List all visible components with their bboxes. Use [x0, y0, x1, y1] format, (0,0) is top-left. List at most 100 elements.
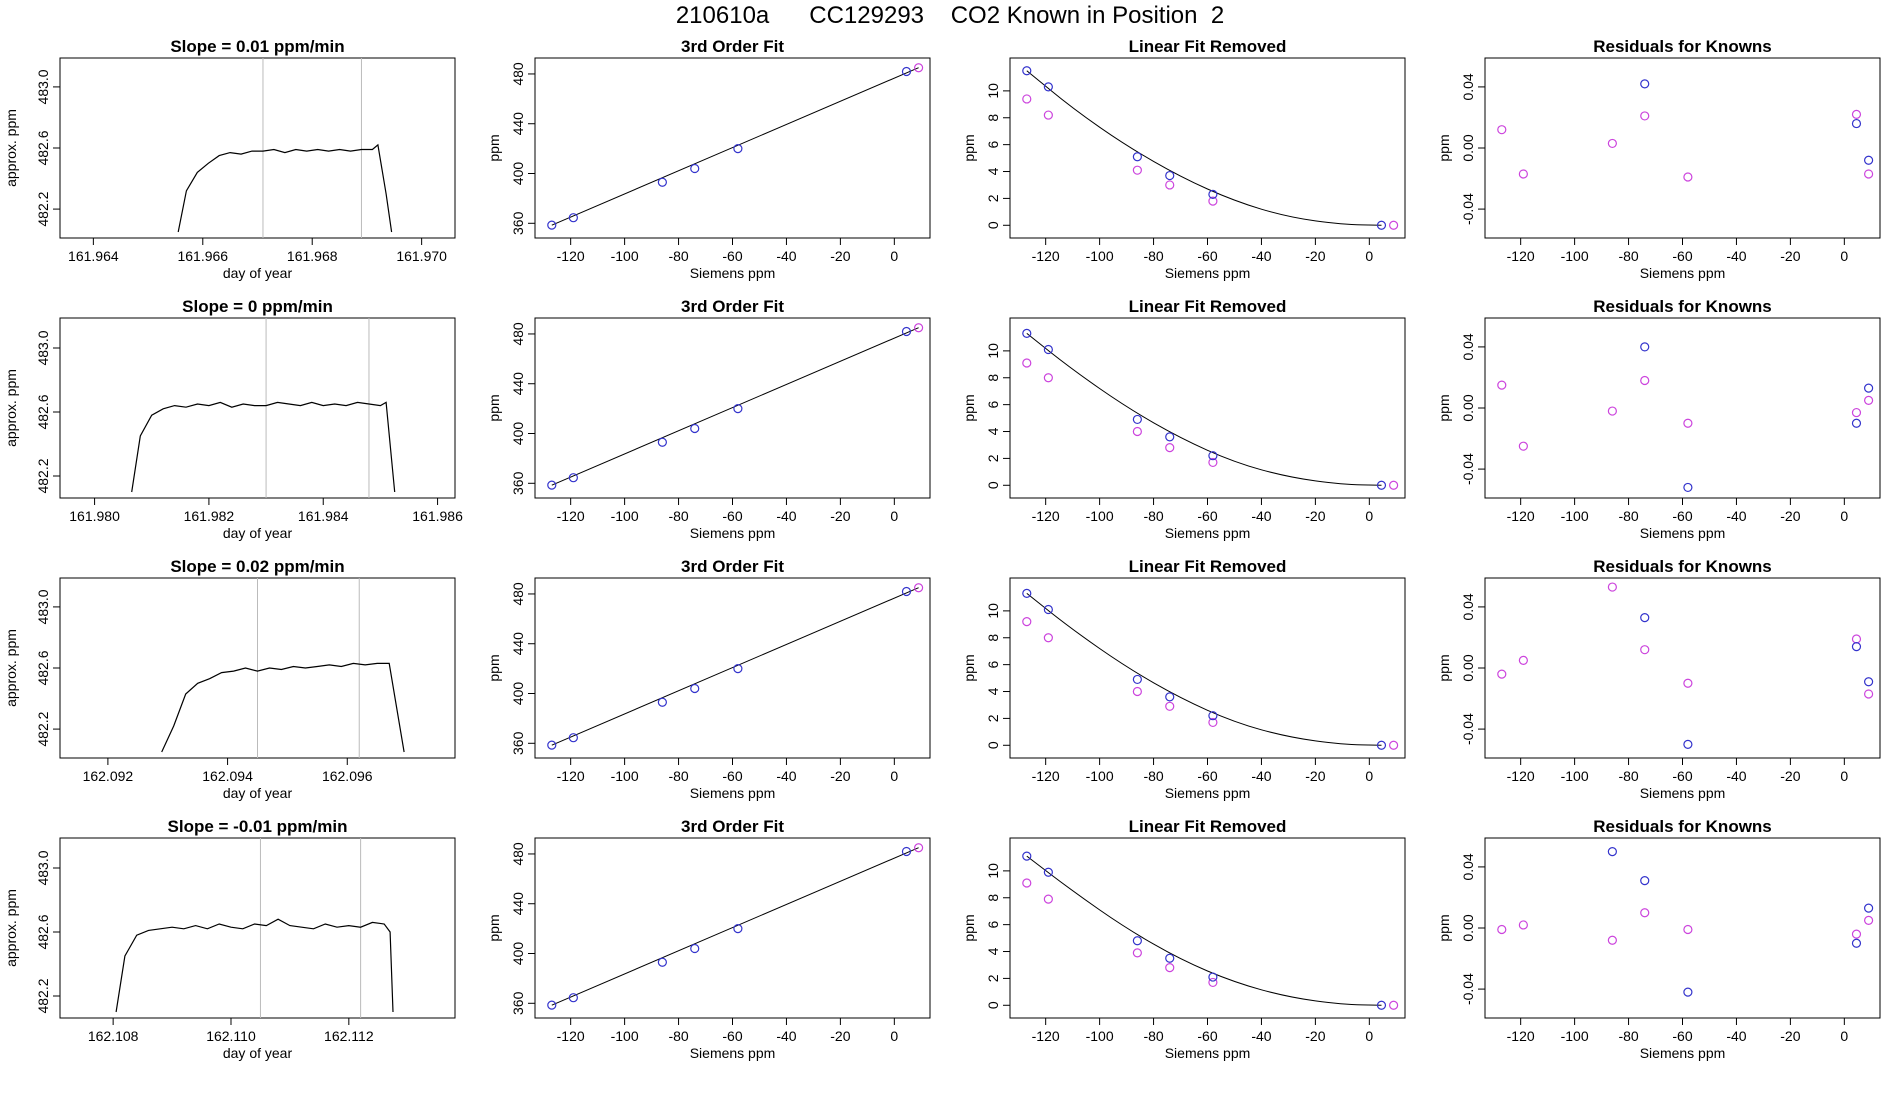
- x-tick-label: 161.964: [68, 248, 119, 264]
- x-tick-label: -120: [557, 768, 585, 784]
- x-axis-label: day of year: [223, 265, 293, 281]
- x-tick-label: -80: [1143, 248, 1163, 264]
- x-tick-label: 161.968: [287, 248, 338, 264]
- magenta-data-point: [1389, 480, 1399, 490]
- x-tick-label: -120: [1507, 248, 1535, 264]
- panel-r1-c2: 3rd Order Fit -120 -100 -80 -60 -40 -20 0 Siemen…: [486, 37, 931, 281]
- x-tick-label: -80: [1143, 768, 1163, 784]
- magenta-data-point: [1640, 908, 1650, 918]
- y-axis: 482.2 482.6 483.0 approx. ppm: [3, 850, 61, 1014]
- blue-data-point: [1132, 414, 1142, 425]
- plot-area: [1022, 66, 1399, 230]
- blue-data-point: [1376, 220, 1387, 230]
- blue-data-point: [733, 404, 743, 414]
- x-tick-label: -120: [1032, 508, 1060, 524]
- y-tick-label: 0.04: [1460, 593, 1476, 620]
- x-axis-label: Siemens ppm: [1640, 785, 1726, 801]
- x-tick-label: 162.112: [324, 1028, 374, 1044]
- co2-trace-line: [177, 143, 393, 233]
- magenta-data-point: [1683, 172, 1693, 182]
- y-tick-label: 360: [510, 471, 526, 495]
- blue-data-point: [1851, 642, 1862, 652]
- magenta-data-point: [1043, 894, 1053, 904]
- x-tick-label: 0: [1840, 508, 1848, 524]
- y-tick-label: 0.04: [1460, 853, 1476, 880]
- magenta-data-point: [1864, 689, 1874, 699]
- x-axis: 162.108 162.110 162.112 day of year: [88, 1017, 374, 1061]
- blue-data-point: [1376, 1000, 1387, 1010]
- y-tick-label: 0.00: [1460, 654, 1476, 681]
- y-tick-label: 482.2: [35, 191, 51, 226]
- x-tick-label: 162.096: [322, 768, 373, 784]
- panel-r3-c4: Residuals for Knowns -120 -100 -80 -60 -40 -20…: [1436, 557, 1881, 801]
- y-tick-label: 482.6: [35, 650, 51, 685]
- x-axis: -120 -100 -80 -60 -40 -20 0 Siemens ppm: [1032, 497, 1373, 541]
- y-tick-label: 0.00: [1460, 914, 1476, 941]
- plot-title: Slope = 0.01 ppm/min: [170, 37, 344, 56]
- plot-area: [1022, 588, 1399, 750]
- blue-data-point: [657, 177, 667, 187]
- x-tick-label: 0: [1365, 508, 1373, 524]
- fit-curve: [1026, 593, 1382, 746]
- y-axis: 360 400 440 480 ppm: [486, 582, 536, 755]
- y-tick-label: 4: [985, 687, 1001, 695]
- y-tick-label: 440: [510, 892, 526, 916]
- plot-frame: [1484, 57, 1881, 239]
- x-tick-label: -40: [1726, 508, 1746, 524]
- plot-frame: [1484, 577, 1881, 759]
- y-tick-label: 8: [985, 894, 1001, 902]
- y-axis: 0 2 4 6 8 10 ppm: [961, 83, 1011, 229]
- x-tick-label: -60: [1197, 508, 1217, 524]
- x-tick-label: -80: [668, 768, 688, 784]
- x-tick-label: -100: [1086, 1028, 1114, 1044]
- y-axis: -0.04 0.00 0.04 ppm: [1436, 333, 1486, 485]
- magenta-data-point: [1165, 180, 1175, 190]
- magenta-data-point: [1389, 740, 1399, 750]
- blue-data-point: [1043, 344, 1053, 355]
- magenta-data-point: [1208, 717, 1218, 728]
- blue-data-point: [547, 480, 557, 490]
- x-tick-label: -40: [1251, 248, 1271, 264]
- magenta-data-point: [1043, 633, 1053, 643]
- x-tick-label: -100: [1561, 1028, 1589, 1044]
- y-axis-label: ppm: [961, 914, 977, 941]
- plot-title: Residuals for Knowns: [1593, 817, 1772, 836]
- y-tick-label: 440: [510, 112, 526, 136]
- y-axis: 482.2 482.6 483.0 approx. ppm: [3, 69, 61, 227]
- plot-area: [1497, 79, 1874, 182]
- x-tick-label: -80: [1618, 248, 1638, 264]
- blue-data-point: [1376, 740, 1387, 750]
- panel-r2-c4: Residuals for Knowns -120 -100 -80 -60 -40 -20…: [1436, 297, 1881, 541]
- y-tick-label: 360: [510, 731, 526, 755]
- magenta-data-point: [1208, 977, 1218, 988]
- plot-area: [1497, 342, 1874, 493]
- x-tick-label: -80: [1143, 1028, 1163, 1044]
- magenta-data-point: [1851, 407, 1862, 418]
- x-tick-label: -40: [1251, 508, 1271, 524]
- y-axis-label: ppm: [1436, 134, 1452, 161]
- panel-r1-c3: Linear Fit Removed -120 -100 -80 -60 -40 -20 0 S…: [961, 37, 1406, 281]
- y-tick-label: 2: [985, 974, 1001, 982]
- magenta-data-point: [1132, 948, 1142, 958]
- x-tick-label: -80: [668, 1028, 688, 1044]
- magenta-data-point: [1851, 929, 1862, 939]
- x-tick-label: -120: [1507, 1028, 1535, 1044]
- plot-title: Linear Fit Removed: [1129, 297, 1287, 316]
- plot-title: 3rd Order Fit: [681, 297, 784, 316]
- x-tick-label: -20: [1780, 768, 1800, 784]
- x-tick-label: -40: [1726, 248, 1746, 264]
- blue-data-point: [1132, 674, 1142, 685]
- x-tick-label: 161.982: [184, 508, 235, 524]
- x-tick-label: -100: [611, 508, 639, 524]
- blue-data-point: [568, 213, 578, 223]
- x-axis: -120 -100 -80 -60 -40 -20 0 Siemens ppm: [1032, 1017, 1373, 1061]
- plot-title: Slope = 0 ppm/min: [182, 297, 333, 316]
- magenta-data-point: [1208, 457, 1218, 468]
- x-axis-label: Siemens ppm: [1165, 785, 1251, 801]
- plot-title: Residuals for Knowns: [1593, 37, 1772, 56]
- y-tick-label: 4: [985, 947, 1001, 955]
- magenta-data-point: [914, 843, 924, 853]
- blue-data-point: [1022, 328, 1032, 339]
- y-axis-label: ppm: [1436, 914, 1452, 941]
- x-tick-label: -20: [830, 508, 850, 524]
